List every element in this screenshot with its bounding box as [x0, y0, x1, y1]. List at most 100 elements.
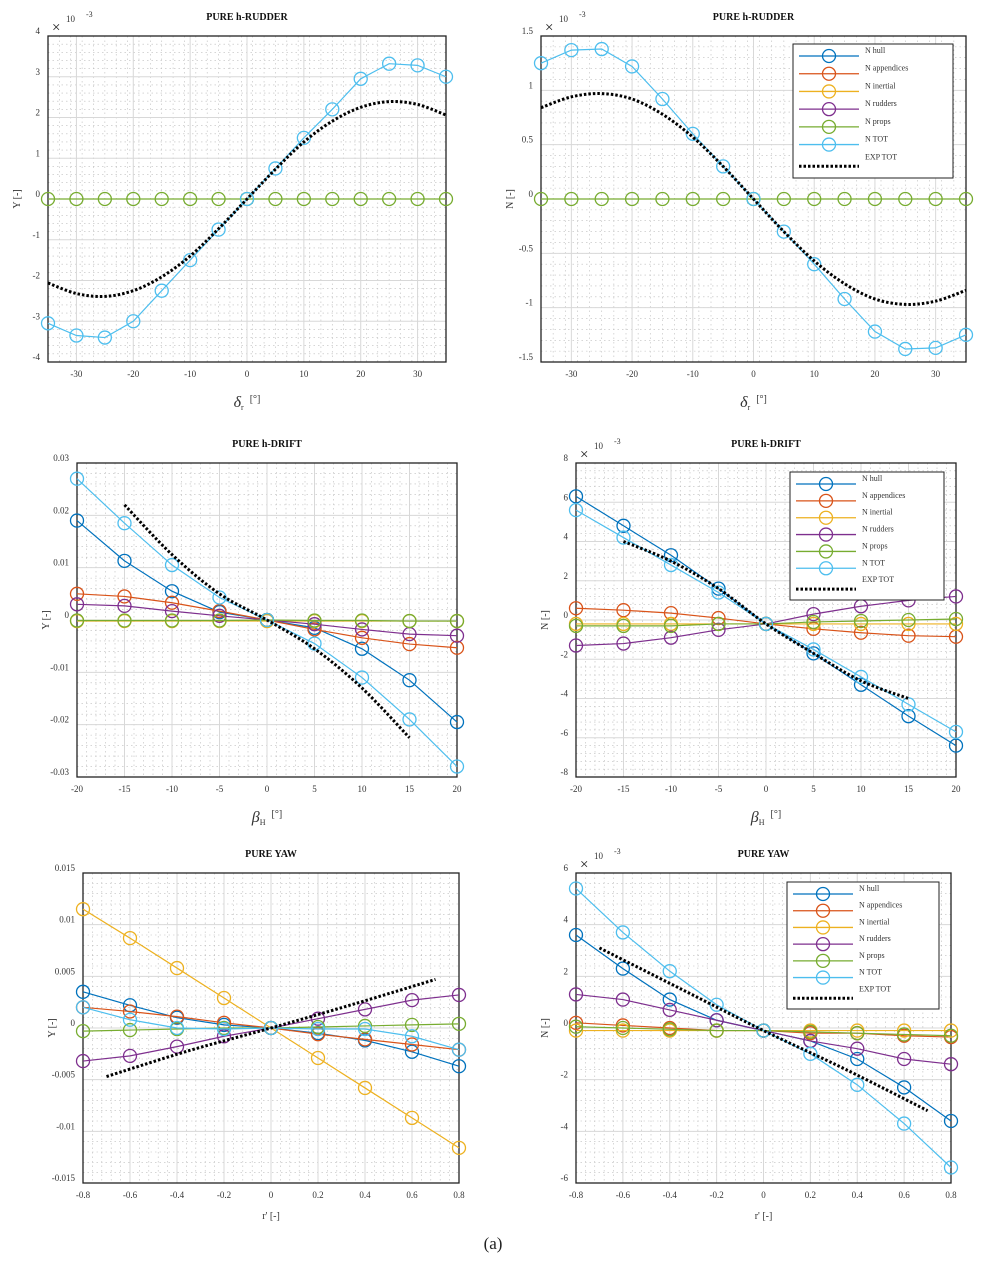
chart-title: PURE h-DRIFT	[232, 439, 302, 450]
data-point	[564, 42, 579, 58]
legend-box	[789, 471, 945, 601]
data-point	[122, 1012, 138, 1027]
legend-label: EXP TOT	[859, 984, 891, 993]
data-point	[948, 611, 964, 627]
x-tick-label: -5	[715, 784, 723, 794]
y-tick-label: -8	[561, 767, 569, 777]
x-tick-label: 0	[269, 1190, 274, 1200]
chart-title: PURE YAW	[245, 849, 297, 860]
legend-label: N rudders	[865, 99, 897, 108]
data-point	[663, 630, 679, 645]
x-tick-label: -10	[184, 369, 196, 379]
legend-item: N rudders	[796, 525, 894, 542]
y-tick-label: 0.01	[59, 915, 75, 925]
data-point	[40, 191, 56, 207]
data-point	[404, 992, 420, 1008]
legend-swatch-marker	[818, 476, 834, 492]
data-point	[239, 191, 255, 207]
x-tick-label: -20	[626, 369, 638, 379]
legend-label: N appendices	[862, 491, 905, 500]
x-tick-label: -20	[570, 784, 582, 794]
x-tick-label: 0.6	[406, 1190, 418, 1200]
data-point	[154, 283, 169, 298]
y-axis-label: Y [-]	[41, 610, 52, 629]
x-tick-label: -30	[70, 369, 82, 379]
x-label-symbol: r' [-]	[262, 1211, 280, 1222]
y-tick-label: -0.01	[56, 1121, 75, 1131]
data-point	[449, 759, 465, 774]
exponent-base: 10	[66, 14, 76, 24]
data-point	[357, 1018, 373, 1034]
legend-swatch-marker	[815, 953, 831, 969]
y-tick-label: 6	[564, 863, 569, 873]
x-tick-label: 20	[952, 784, 962, 794]
x-tick-label: 0.6	[899, 1190, 911, 1200]
data-point	[850, 1041, 865, 1056]
data-point	[117, 613, 132, 628]
legend-label: N props	[859, 951, 885, 960]
data-point	[310, 1050, 326, 1066]
legend-item: EXP TOT	[793, 984, 891, 1000]
y-tick-label: -0.5	[519, 243, 534, 253]
y-tick-label: -1	[526, 298, 534, 308]
data-point	[451, 1042, 467, 1057]
data-point	[117, 516, 132, 531]
x-axis-label: r' [-]	[262, 1211, 280, 1222]
data-point	[268, 161, 283, 176]
data-point	[169, 960, 185, 976]
legend-label: N hull	[862, 474, 883, 483]
data-point	[164, 595, 180, 610]
data-point	[568, 1015, 584, 1030]
legend-swatch-marker	[821, 119, 837, 135]
data-point	[568, 489, 584, 504]
x-axis-label: r' [-]	[755, 1211, 773, 1222]
data-point	[901, 628, 916, 643]
data-point	[307, 613, 322, 628]
legend-item: N appendices	[799, 64, 908, 81]
data-point	[948, 738, 964, 753]
data-point	[259, 612, 275, 628]
data-point	[325, 191, 340, 207]
x-label-subscript: r	[241, 403, 244, 412]
data-point	[958, 327, 974, 342]
y-tick-label: -6	[561, 1173, 569, 1183]
x-tick-label: -0.2	[710, 1190, 724, 1200]
x-tick-label: -20	[127, 369, 139, 379]
data-point	[711, 610, 726, 626]
data-point	[709, 1023, 724, 1038]
data-point	[758, 616, 774, 632]
data-point	[296, 130, 312, 146]
data-point	[69, 471, 85, 486]
y-tick-label: 0	[71, 1018, 76, 1028]
data-point	[624, 59, 640, 74]
data-point	[746, 191, 761, 207]
x-axis-label: δr [°]	[740, 394, 767, 412]
data-point	[449, 640, 465, 655]
y-tick-label: -0.01	[50, 662, 69, 672]
data-point	[169, 1020, 185, 1036]
x-label-symbol: δ	[234, 394, 242, 411]
data-point	[568, 601, 584, 616]
y-tick-label: -1	[33, 230, 41, 240]
x-tick-label: 0.4	[359, 1190, 371, 1200]
data-point	[901, 612, 916, 628]
x-tick-label: -15	[119, 784, 131, 794]
data-point	[568, 638, 584, 653]
y-tick-label: -4	[561, 1121, 569, 1131]
data-point	[307, 622, 322, 637]
data-point	[97, 330, 113, 345]
y-tick-label: 3	[36, 67, 41, 77]
x-tick-label: 15	[904, 784, 914, 794]
chart-title: PURE YAW	[738, 849, 790, 860]
legend-label: N TOT	[862, 558, 885, 567]
data-point	[451, 987, 467, 1003]
data-point	[711, 622, 726, 637]
data-point	[853, 613, 869, 629]
data-point	[451, 1016, 467, 1032]
chart-title: PURE h-DRIFT	[731, 439, 801, 450]
data-point	[564, 191, 579, 207]
y-tick-label: 6	[564, 492, 569, 502]
data-point	[354, 613, 370, 628]
x-tick-label: 5	[312, 784, 317, 794]
